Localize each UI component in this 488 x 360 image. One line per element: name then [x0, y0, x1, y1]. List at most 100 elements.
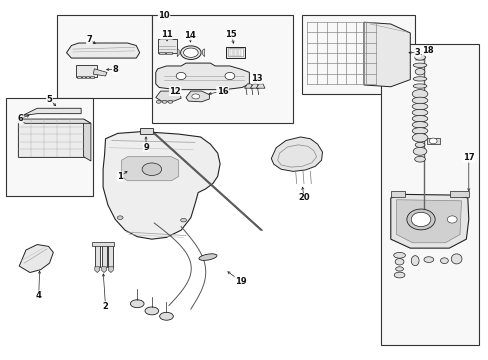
Polygon shape [95, 267, 100, 273]
Ellipse shape [414, 156, 425, 162]
Text: 1: 1 [117, 172, 123, 181]
Ellipse shape [167, 100, 172, 103]
Text: 20: 20 [298, 193, 309, 202]
Ellipse shape [411, 134, 427, 142]
FancyBboxPatch shape [427, 138, 439, 144]
Ellipse shape [447, 216, 456, 223]
Ellipse shape [183, 48, 198, 57]
FancyBboxPatch shape [92, 242, 114, 246]
Ellipse shape [395, 267, 403, 271]
FancyBboxPatch shape [166, 52, 172, 54]
FancyBboxPatch shape [81, 76, 85, 78]
FancyBboxPatch shape [449, 192, 468, 197]
Ellipse shape [406, 209, 434, 230]
Ellipse shape [411, 128, 427, 134]
FancyBboxPatch shape [76, 65, 97, 77]
Text: 13: 13 [250, 75, 262, 84]
Text: 12: 12 [169, 86, 181, 95]
Ellipse shape [410, 256, 418, 266]
Text: 9: 9 [143, 143, 148, 152]
Ellipse shape [428, 138, 436, 144]
Ellipse shape [411, 90, 427, 98]
Text: 4: 4 [36, 291, 41, 300]
Ellipse shape [180, 46, 201, 59]
FancyBboxPatch shape [152, 15, 293, 123]
Ellipse shape [411, 97, 427, 104]
Ellipse shape [411, 122, 427, 128]
Ellipse shape [191, 94, 199, 99]
Ellipse shape [412, 77, 426, 81]
Ellipse shape [411, 116, 427, 122]
FancyBboxPatch shape [158, 40, 177, 53]
Polygon shape [244, 84, 253, 88]
Text: 18: 18 [421, 46, 433, 55]
Ellipse shape [411, 109, 427, 116]
FancyBboxPatch shape [225, 46, 245, 58]
FancyBboxPatch shape [102, 244, 106, 267]
Polygon shape [93, 69, 107, 76]
Ellipse shape [224, 72, 234, 80]
FancyBboxPatch shape [108, 244, 113, 267]
Ellipse shape [414, 142, 424, 147]
Polygon shape [202, 49, 204, 57]
Ellipse shape [423, 257, 433, 262]
Ellipse shape [180, 219, 186, 222]
Ellipse shape [412, 84, 426, 88]
Ellipse shape [414, 68, 424, 75]
FancyBboxPatch shape [233, 49, 236, 55]
Ellipse shape [145, 307, 158, 315]
Polygon shape [363, 22, 409, 87]
Text: 2: 2 [102, 302, 108, 311]
Ellipse shape [130, 300, 144, 308]
Text: 8: 8 [112, 65, 118, 74]
FancyBboxPatch shape [390, 191, 405, 197]
Ellipse shape [176, 72, 185, 80]
Polygon shape [256, 84, 264, 88]
Polygon shape [102, 267, 106, 273]
Polygon shape [22, 108, 81, 116]
Ellipse shape [394, 258, 403, 265]
Text: 17: 17 [462, 153, 474, 162]
Text: 3: 3 [414, 48, 420, 57]
Polygon shape [396, 200, 461, 243]
Ellipse shape [142, 163, 161, 176]
FancyBboxPatch shape [158, 52, 164, 54]
Text: 5: 5 [46, 95, 52, 104]
Polygon shape [18, 119, 83, 157]
Ellipse shape [412, 147, 426, 155]
Text: 15: 15 [224, 30, 236, 39]
Ellipse shape [414, 54, 425, 60]
Ellipse shape [450, 254, 461, 264]
FancyBboxPatch shape [57, 15, 152, 98]
Ellipse shape [393, 252, 405, 258]
Ellipse shape [393, 272, 404, 278]
Polygon shape [66, 43, 140, 58]
Ellipse shape [159, 312, 173, 320]
Polygon shape [156, 63, 249, 90]
FancyBboxPatch shape [90, 76, 94, 78]
FancyBboxPatch shape [5, 98, 93, 196]
Polygon shape [18, 119, 91, 123]
Ellipse shape [412, 63, 426, 67]
FancyBboxPatch shape [237, 49, 240, 55]
Ellipse shape [162, 100, 166, 103]
FancyBboxPatch shape [140, 128, 153, 134]
Text: 10: 10 [158, 11, 169, 20]
Polygon shape [122, 157, 178, 181]
Polygon shape [390, 194, 468, 248]
Text: 19: 19 [234, 276, 246, 285]
Text: 7: 7 [86, 35, 92, 44]
Ellipse shape [156, 100, 161, 103]
Ellipse shape [117, 216, 123, 220]
Ellipse shape [411, 103, 427, 110]
FancyBboxPatch shape [77, 76, 81, 78]
Polygon shape [103, 132, 220, 239]
Text: 6: 6 [17, 114, 23, 123]
Text: 11: 11 [160, 30, 172, 39]
Ellipse shape [199, 254, 217, 260]
FancyBboxPatch shape [380, 44, 478, 345]
Polygon shape [185, 91, 209, 102]
FancyBboxPatch shape [95, 244, 100, 267]
FancyBboxPatch shape [229, 49, 232, 55]
Polygon shape [250, 84, 259, 88]
